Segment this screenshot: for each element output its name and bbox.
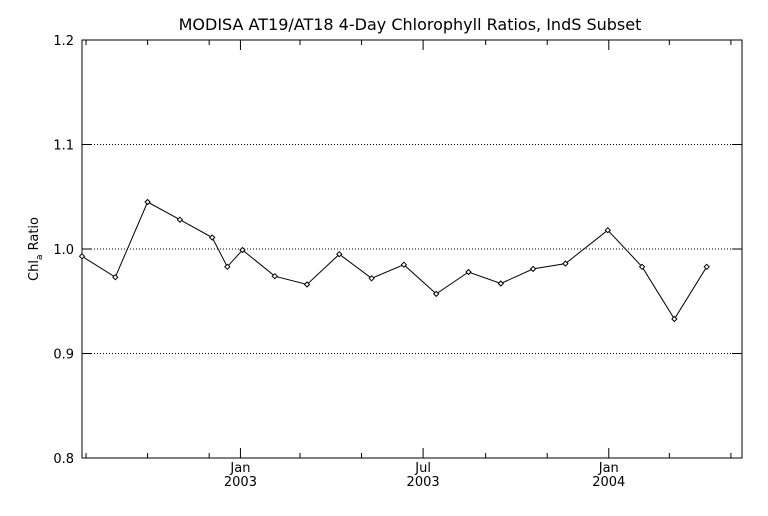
- x-tick-label-year: 2003: [224, 475, 257, 490]
- series-line: [81, 201, 708, 320]
- y-axis-label-subscript: a: [35, 255, 45, 261]
- data-point: [529, 265, 537, 273]
- y-axis-label-suffix: Ratio: [27, 217, 42, 255]
- x-tick-label-month: Jan: [229, 461, 250, 476]
- y-tick-label: 0.9: [53, 348, 74, 363]
- data-point: [271, 272, 279, 280]
- data-point: [208, 234, 216, 241]
- data-point: [703, 263, 710, 271]
- y-axis-label-prefix: Chl: [27, 260, 42, 281]
- data-point: [604, 226, 612, 234]
- data-point: [144, 198, 151, 206]
- data-point: [336, 250, 343, 258]
- series-layer: [78, 198, 710, 323]
- y-tick-label: 1.1: [53, 139, 74, 154]
- y-tick-label: 0.8: [53, 452, 74, 467]
- data-point: [78, 253, 86, 260]
- grid-layer: [82, 144, 742, 354]
- data-point: [562, 260, 569, 267]
- y-axis-ticks: 0.8 0.9 1.0 1.1 1.2: [53, 34, 742, 467]
- data-point: [176, 216, 184, 223]
- data-point: [497, 280, 505, 287]
- x-tick-label-month: Jan: [598, 461, 619, 476]
- data-point: [303, 281, 311, 288]
- data-point: [671, 315, 678, 323]
- data-point: [638, 263, 646, 271]
- x-tick-label-year: 2004: [592, 475, 625, 490]
- data-point: [112, 273, 119, 281]
- data-point: [239, 246, 246, 254]
- chart-title: MODISA AT19/AT18 4-Day Chlorophyll Ratio…: [179, 15, 642, 34]
- y-axis-label: Chla Ratio: [27, 217, 45, 281]
- x-tick-label-month: Jul: [414, 461, 431, 476]
- data-point: [400, 261, 408, 268]
- y-tick-label: 1.2: [53, 34, 74, 49]
- y-tick-label: 1.0: [53, 243, 74, 258]
- data-point: [432, 290, 440, 298]
- data-point: [465, 268, 472, 276]
- data-point: [224, 263, 231, 271]
- x-tick-label-year: 2003: [407, 475, 440, 490]
- data-point: [368, 275, 375, 282]
